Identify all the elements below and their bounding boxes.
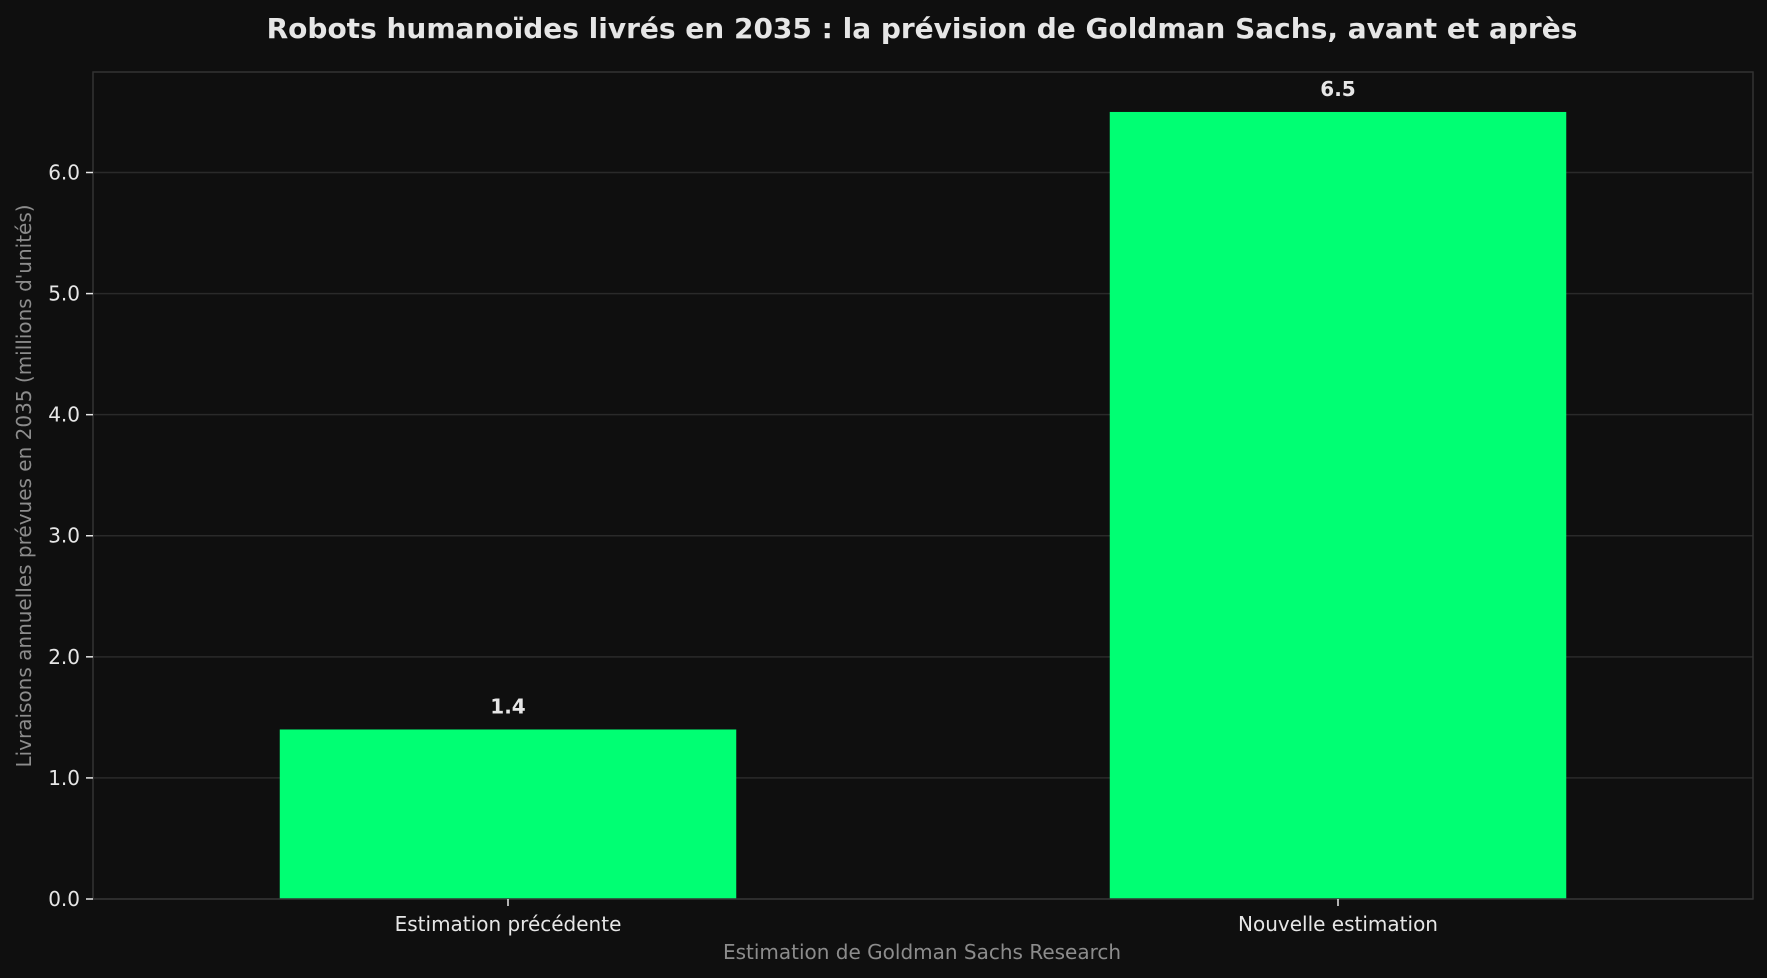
bar-layer (279, 111, 1567, 900)
x-tick-label: Estimation précédente (395, 912, 622, 936)
y-axis: 0.0 1.0 2.0 3.0 4.0 5.0 6.0 (48, 160, 93, 911)
y-tick-label: 3.0 (48, 524, 80, 548)
y-tick-label: 5.0 (48, 282, 80, 306)
x-axis: Estimation précédente Nouvelle estimation (395, 899, 1438, 936)
y-tick-label: 2.0 (48, 645, 80, 669)
bar-value-label: 6.5 (1320, 77, 1355, 101)
bar (1109, 111, 1567, 900)
x-tick-label: Nouvelle estimation (1238, 912, 1438, 936)
y-tick-label: 1.0 (48, 766, 80, 790)
y-tick-label: 6.0 (48, 160, 80, 184)
x-axis-label: Estimation de Goldman Sachs Research (723, 940, 1121, 964)
chart-title: Robots humanoïdes livrés en 2035 : la pr… (267, 12, 1578, 45)
y-tick-label: 0.0 (48, 887, 80, 911)
plot-frame (92, 71, 1754, 900)
y-tick-label: 4.0 (48, 403, 80, 427)
y-axis-label: Livraisons annuelles prévues en 2035 (mi… (12, 204, 36, 767)
bar-value-label: 1.4 (490, 694, 525, 718)
data-label-layer: 1.4 6.5 (490, 77, 1355, 719)
bar (279, 729, 737, 899)
